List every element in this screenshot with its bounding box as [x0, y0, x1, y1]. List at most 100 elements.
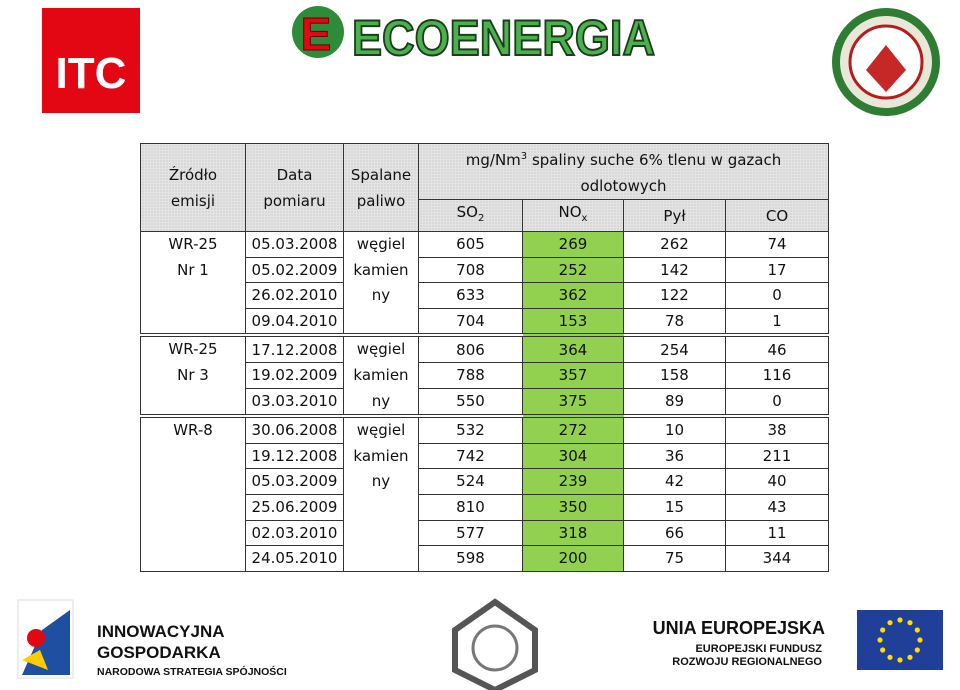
value-cell: 344	[725, 545, 829, 572]
date-cell: 19.02.2009	[245, 362, 344, 390]
date-cell: 03.03.2010	[245, 388, 344, 417]
value-cell: 89	[623, 388, 726, 417]
date-cell: 25.06.2009	[245, 493, 344, 521]
value-cell: 357	[522, 362, 624, 390]
date-cell: 05.02.2009	[245, 256, 344, 284]
eu-star	[907, 654, 913, 660]
pollutant-header: Pył	[623, 199, 726, 232]
value-cell: 0	[725, 282, 829, 309]
header-row: Źródło emisji Data pomiaru Spalane paliwo mg/N…	[140, 143, 829, 232]
value-cell: 318	[522, 519, 624, 547]
source-line: WR-25	[168, 340, 218, 359]
value-cell: 17	[725, 256, 829, 284]
pollutant-name: Pył	[663, 206, 686, 225]
date-cell: 19.12.2008	[245, 442, 344, 470]
fuel-line: węgiel	[356, 421, 406, 440]
top-logos: ITC E ECOENERGIA	[42, 6, 940, 116]
fuel-line: kamien	[353, 260, 409, 279]
fuel-line: węgiel	[356, 340, 406, 359]
header-line: Źródło	[168, 165, 218, 184]
value-cell: 810	[418, 493, 523, 521]
value-cell: 633	[418, 282, 523, 309]
unit-sup: 3	[520, 151, 528, 162]
header-line: emisji	[170, 191, 216, 210]
value-cell: 262	[623, 231, 726, 258]
fuel-line: ny	[371, 472, 391, 491]
value-cell: 532	[418, 414, 523, 444]
value-cell: 38	[725, 414, 829, 444]
value-cell: 15	[623, 493, 726, 521]
fuel-line: kamien	[353, 365, 409, 384]
eu-star	[914, 647, 920, 653]
value-cell: 577	[418, 519, 523, 547]
date-cell: 05.03.2008	[245, 231, 344, 258]
pollutant-name: NO	[558, 203, 582, 221]
pollutant-name: CO	[765, 206, 789, 225]
value-cell: 550	[418, 388, 523, 417]
value-cell: 158	[623, 362, 726, 390]
data-row: 25.06.2009 810 350 15 43	[141, 493, 829, 521]
value-cell: 36	[623, 442, 726, 470]
fuel-cell: węgiel kamien ny	[343, 414, 419, 572]
source-cell: WR-25 Nr 3	[140, 333, 246, 417]
eco-e: E	[301, 8, 332, 60]
value-cell: 211	[725, 442, 829, 470]
value-cell: 43	[725, 493, 829, 521]
value-cell: 0	[725, 388, 829, 417]
value-cell: 742	[418, 442, 523, 470]
unit-line2: odlotowych	[580, 177, 667, 195]
data-row: 05.02.2009 708 252 142 17	[141, 256, 829, 284]
eu-star	[897, 657, 903, 663]
eu-star	[887, 620, 893, 626]
eu-star	[880, 647, 886, 653]
value-cell: 46	[725, 333, 829, 364]
value-cell: 254	[623, 333, 726, 364]
value-cell: 605	[418, 231, 523, 258]
data-row: 26.02.2010 633 362 122 0	[141, 282, 829, 309]
fuel-line: kamien	[353, 446, 409, 465]
date-cell: 05.03.2009	[245, 468, 344, 495]
data-row: WR-25 Nr 3 17.12.2008 węgiel kamien ny 806 364 2…	[140, 333, 829, 417]
itc-logo	[42, 8, 140, 113]
data-row: 03.03.2010 550 375 89 0	[141, 388, 829, 417]
center-emblem	[452, 598, 538, 690]
value-cell: 40	[725, 468, 829, 495]
ue-line3: ROZWOJU REGIONALNEGO	[672, 656, 822, 668]
value-cell: 75	[623, 545, 726, 572]
eu-star	[880, 627, 886, 633]
pollutant-header: NOx	[522, 199, 624, 232]
pollutant-header: SO2	[418, 199, 523, 232]
value-cell: 524	[418, 468, 523, 495]
unit-line: mg/Nm3 spaliny suche 6% tlenu w gazach	[419, 144, 828, 173]
eu-star	[917, 637, 923, 643]
eco-tree	[292, 6, 344, 58]
value-cell: 74	[725, 231, 829, 258]
header-line: Spalane	[350, 165, 412, 184]
source-line: WR-25	[168, 235, 218, 253]
fuel-cell: węgiel kamien ny	[343, 231, 419, 336]
pollutant-sub: 2	[477, 213, 485, 224]
source-line: WR-8	[173, 421, 213, 440]
source-cell: WR-25 Nr 1	[140, 231, 246, 336]
value-cell: 304	[522, 442, 624, 470]
eu-star	[914, 627, 920, 633]
column-header: Data pomiaru	[245, 143, 344, 232]
unit-text: mg/Nm	[465, 151, 521, 169]
date-cell: 26.02.2010	[245, 282, 344, 309]
fuel-line: ny	[371, 286, 391, 305]
data-row: 24.05.2010 598 200 75 344	[141, 545, 829, 572]
data-row: 02.03.2010 577 318 66 11	[141, 519, 829, 547]
ig-red	[27, 629, 45, 647]
bottom-logos: INNOWACYJNA GOSPODARKA NARODOWA STRATEGI…	[17, 598, 950, 690]
data-row: 05.03.2009 524 239 42 40	[141, 468, 829, 495]
emblem-eagle	[866, 45, 906, 92]
value-cell: 116	[725, 362, 829, 390]
column-header: Źródło emisji	[140, 143, 246, 232]
data-row: WR-8 30.06.2008 węgiel kamien ny 532 272 10 38	[140, 414, 829, 572]
ue-line2: EUROPEJSKI FUNDUSZ	[695, 643, 822, 655]
ig-yellow	[22, 650, 48, 670]
eu-star	[897, 617, 903, 623]
fuel-line: węgiel	[356, 235, 406, 253]
value-cell: 1	[725, 307, 829, 336]
value-cell: 142	[623, 256, 726, 284]
